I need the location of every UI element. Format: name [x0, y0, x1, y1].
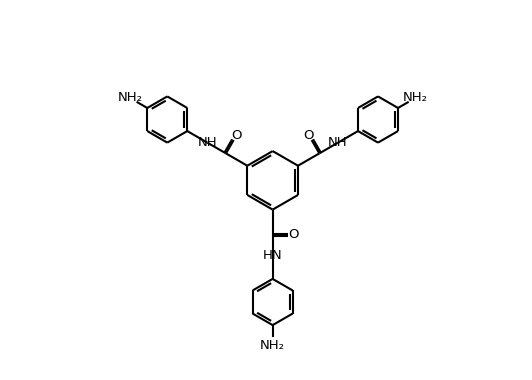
Text: NH: NH	[197, 136, 217, 149]
Text: O: O	[288, 228, 298, 241]
Text: NH₂: NH₂	[403, 92, 428, 105]
Text: NH₂: NH₂	[260, 339, 285, 352]
Text: O: O	[304, 129, 314, 142]
Text: HN: HN	[263, 249, 282, 262]
Text: O: O	[231, 129, 242, 142]
Text: NH₂: NH₂	[118, 92, 143, 105]
Text: NH: NH	[328, 136, 348, 149]
